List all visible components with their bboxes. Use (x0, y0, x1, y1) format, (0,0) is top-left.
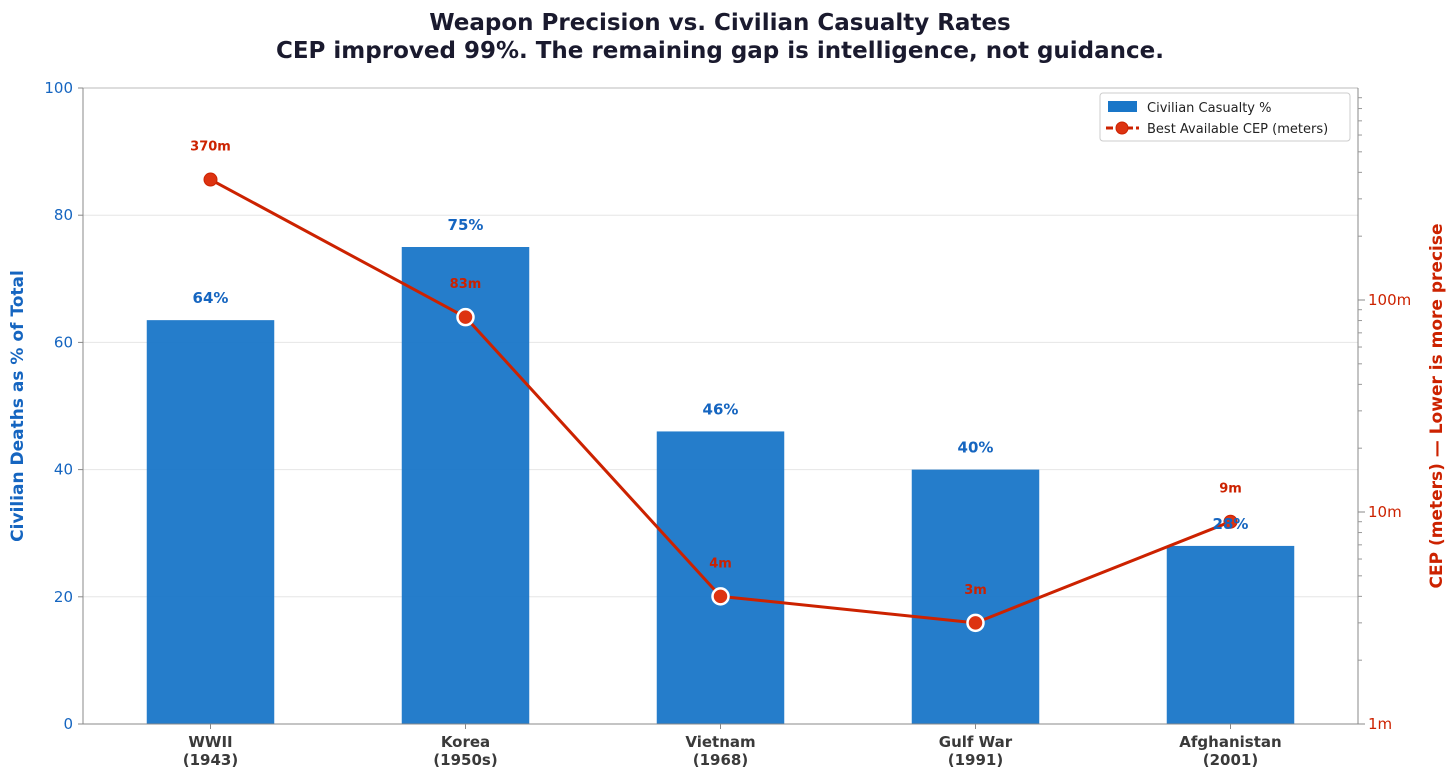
cep-point (966, 613, 985, 633)
bar-value-label: 75% (448, 216, 484, 234)
chart-subtitle: CEP improved 99%. The remaining gap is i… (276, 38, 1164, 64)
data-labels: 64% 75% 46% 40% 28% 370m 83m 4m 3m 9m (190, 140, 1248, 598)
axes: 0 20 40 60 80 100 1m 10m 100m WWII(1943) Korea(195… (44, 79, 1411, 769)
bar (401, 247, 530, 724)
bar (656, 431, 785, 724)
cep-value-label: 4m (709, 556, 732, 571)
bar-value-label: 28% (1213, 515, 1249, 533)
x-tick-sublabel: (1943) (183, 751, 238, 769)
x-tick-label: Vietnam (685, 733, 755, 751)
chart-title: Weapon Precision vs. Civilian Casualty R… (429, 10, 1011, 36)
legend-line-marker (1115, 121, 1129, 135)
y-right-tick-label: 10m (1368, 503, 1402, 521)
x-tick-label: Korea (441, 733, 490, 751)
y-left-tick-label: 80 (54, 206, 73, 224)
bar (911, 469, 1040, 724)
y-right-tick-label: 100m (1368, 291, 1411, 309)
line-series (203, 172, 1238, 633)
y-left-tick-label: 40 (54, 461, 73, 479)
bar (1166, 545, 1295, 724)
legend: Civilian Casualty % Best Available CEP (… (1099, 92, 1351, 142)
cep-value-label: 370m (190, 140, 231, 155)
y-left-tick-label: 20 (54, 588, 73, 606)
y-axis-right-label: CEP (meters) — Lower is more precise (1427, 223, 1447, 588)
legend-box (1099, 92, 1351, 142)
legend-bar-label: Civilian Casualty % (1147, 101, 1271, 116)
x-tick-label: Gulf War (939, 733, 1013, 751)
x-tick-sublabel: (1968) (693, 751, 748, 769)
y-left-tick-label: 100 (44, 79, 73, 97)
legend-bar-swatch (1108, 101, 1137, 112)
y-axis-left-label: Civilian Deaths as % of Total (8, 270, 28, 542)
bar (146, 320, 275, 724)
cep-point (711, 587, 730, 606)
bar-value-label: 46% (703, 400, 739, 418)
x-tick-label: Afghanistan (1179, 733, 1281, 751)
cep-value-label: 3m (964, 583, 987, 598)
y-right-tick-label: 1m (1368, 715, 1392, 733)
cep-value-label: 9m (1219, 482, 1242, 497)
y-left-tick-label: 60 (54, 333, 73, 351)
x-tick-sublabel: (1991) (948, 751, 1003, 769)
x-tick-sublabel: (2001) (1203, 751, 1258, 769)
x-tick-label: WWII (188, 733, 232, 751)
bar-series (146, 247, 1295, 724)
legend-line-label: Best Available CEP (meters) (1147, 122, 1328, 137)
cep-point (1223, 514, 1238, 529)
cep-value-label: 83m (450, 277, 482, 292)
x-tick-sublabel: (1950s) (433, 751, 497, 769)
cep-point (456, 307, 475, 327)
cep-point (203, 172, 218, 187)
bar-value-label: 64% (193, 289, 229, 307)
bar-value-label: 40% (958, 439, 994, 457)
y-left-tick-label: 0 (63, 715, 73, 733)
